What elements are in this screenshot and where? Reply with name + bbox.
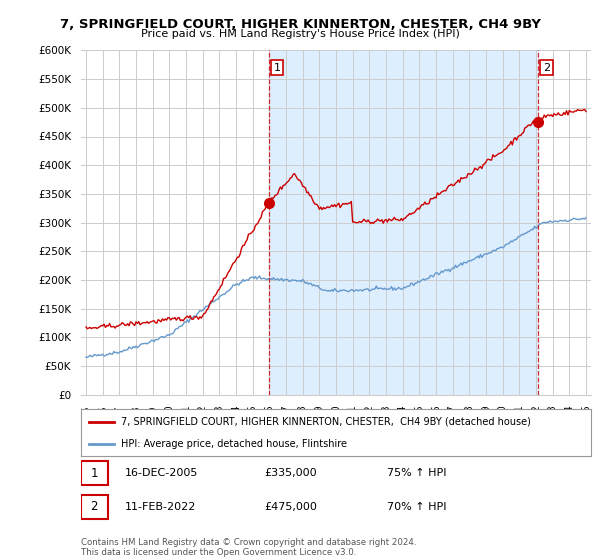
Bar — [81, 494, 107, 519]
Text: 1: 1 — [91, 466, 98, 479]
Text: HPI: Average price, detached house, Flintshire: HPI: Average price, detached house, Flin… — [121, 438, 347, 449]
Text: £475,000: £475,000 — [265, 502, 317, 512]
Text: 1: 1 — [274, 63, 281, 73]
Text: 11-FEB-2022: 11-FEB-2022 — [124, 502, 196, 512]
Text: 2: 2 — [91, 500, 98, 514]
Text: 70% ↑ HPI: 70% ↑ HPI — [387, 502, 446, 512]
Text: 16-DEC-2005: 16-DEC-2005 — [124, 468, 198, 478]
Text: Price paid vs. HM Land Registry's House Price Index (HPI): Price paid vs. HM Land Registry's House … — [140, 29, 460, 39]
Bar — [269, 50, 538, 395]
Text: 75% ↑ HPI: 75% ↑ HPI — [387, 468, 446, 478]
Text: £335,000: £335,000 — [265, 468, 317, 478]
Text: 7, SPRINGFIELD COURT, HIGHER KINNERTON, CHESTER, CH4 9BY: 7, SPRINGFIELD COURT, HIGHER KINNERTON, … — [59, 18, 541, 31]
Text: 7, SPRINGFIELD COURT, HIGHER KINNERTON, CHESTER,  CH4 9BY (detached house): 7, SPRINGFIELD COURT, HIGHER KINNERTON, … — [121, 417, 530, 427]
Text: 2: 2 — [543, 63, 550, 73]
Bar — [81, 461, 107, 486]
Text: Contains HM Land Registry data © Crown copyright and database right 2024.
This d: Contains HM Land Registry data © Crown c… — [81, 538, 416, 557]
